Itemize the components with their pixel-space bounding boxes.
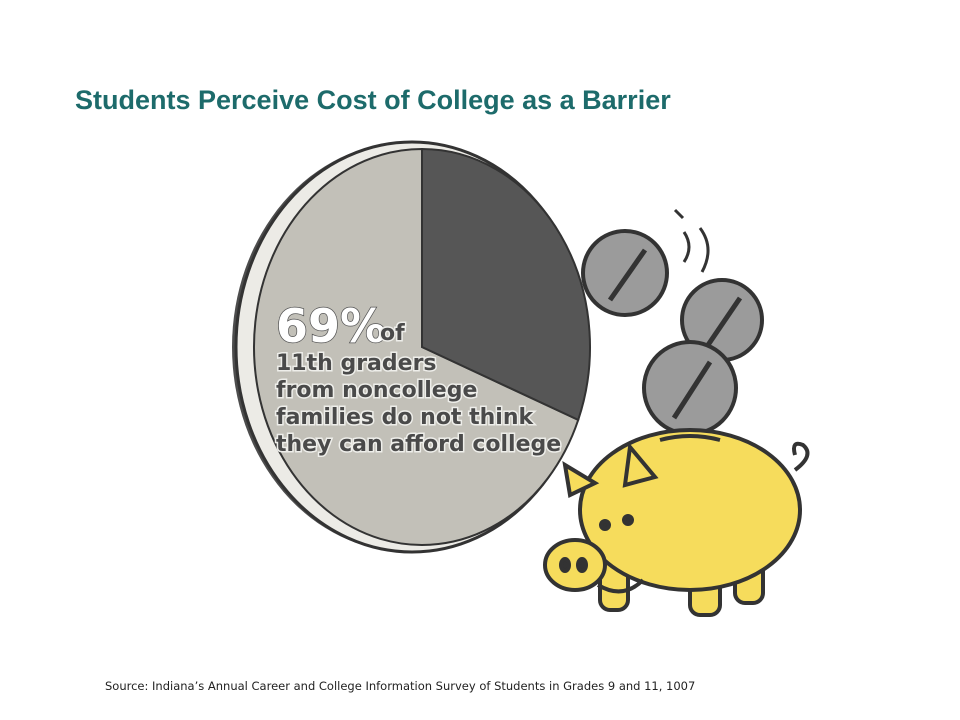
pie [253,147,591,546]
coins [581,208,764,436]
annotation: 11th graders [276,351,437,376]
annotation: of [380,321,405,346]
pie-slice [421,147,591,422]
source-note: Source: Indiana’s Annual Career and Coll… [105,679,695,693]
piggy-bank [543,428,810,617]
annotation: they can afford college [276,432,561,457]
annotation: from noncollege [276,378,477,403]
annotation: families do not think [276,405,534,430]
pie-slice [253,147,580,546]
slide-title: Students Perceive Cost of College as a B… [75,85,671,115]
data-label: 69% [276,299,386,353]
